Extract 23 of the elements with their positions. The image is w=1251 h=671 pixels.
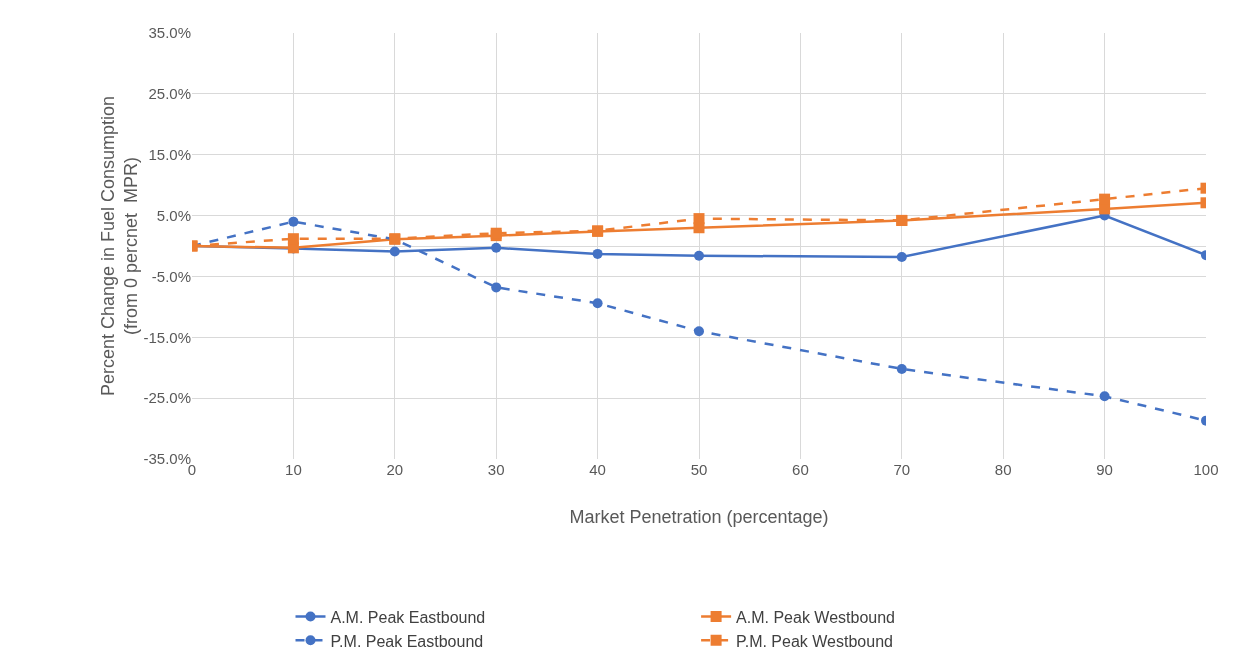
x-axis-title: Market Penetration (percentage): [569, 507, 829, 527]
x-tick-label: 50: [690, 461, 708, 478]
y-tick-label: 5.0%: [156, 206, 191, 224]
x-tick-label: 10: [285, 461, 302, 478]
x-tick-label: 80: [994, 461, 1012, 478]
y-tick-label: 15.0%: [148, 145, 191, 163]
legend-label: A.M. Peak Westbound: [736, 608, 896, 626]
y-tick-label: -15.0%: [143, 328, 191, 346]
x-tick-label: 90: [1096, 461, 1113, 478]
y-tick-label: 35.0%: [148, 24, 191, 42]
legend-label: A.M. Peak Eastbound: [330, 608, 486, 626]
x-tick-label: 30: [487, 461, 505, 478]
y-tick-label: -5.0%: [151, 267, 191, 285]
x-tick-label: 40: [589, 461, 606, 478]
y-tick-label: 25.0%: [148, 85, 191, 103]
x-tick-label: 100: [1193, 461, 1219, 478]
x-tick-label: 60: [792, 461, 809, 478]
x-tick-label: 70: [893, 461, 911, 478]
legend-label: P.M. Peak Eastbound: [330, 632, 484, 650]
x-tick-label: 20: [386, 461, 404, 478]
y-axis-title: Percent Change in Fuel Consumption (from 0 percnet MPR): [98, 95, 142, 397]
legend-label: P.M. Peak Westbound: [736, 632, 893, 650]
y-tick-label: -25.0%: [143, 389, 191, 407]
